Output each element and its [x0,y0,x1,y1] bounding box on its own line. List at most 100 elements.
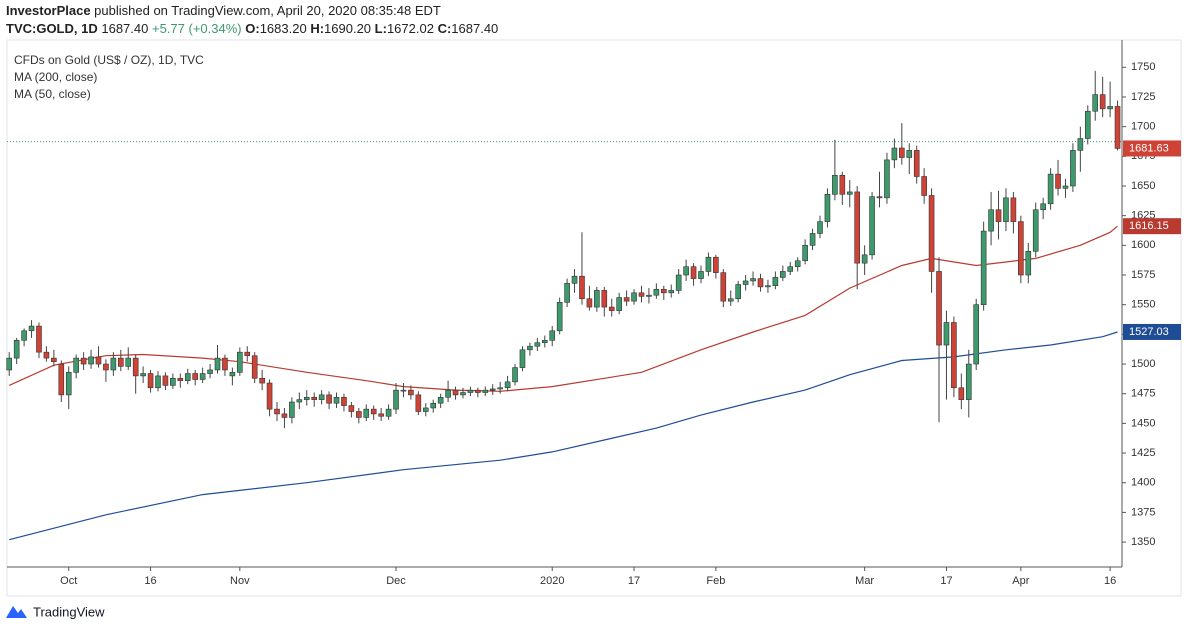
candle-body [348,405,355,412]
candle-body [237,351,243,373]
x-tick-label: 2020 [540,575,564,587]
low-label: L: [375,21,387,36]
candle-body [534,342,541,347]
candle-body [110,357,117,371]
candle-body [51,357,57,362]
candle-body [370,408,377,415]
candle-body [13,339,20,359]
open-label: O: [245,21,259,36]
candle-body [594,290,600,308]
candle-body [608,306,615,311]
candle-body [824,194,831,222]
change: +5.77 (+0.34%) [152,21,242,36]
candle-body [155,375,161,389]
legend-entry: MA (200, close) [14,70,97,84]
candle-body [601,290,608,308]
candle-body [6,357,13,371]
candle-body [690,266,697,279]
candle-body [943,322,950,346]
y-tick-label: 1700 [1131,121,1155,133]
y-tick-label: 1500 [1131,358,1155,370]
candle-body [460,392,466,396]
candle-body [936,271,942,346]
candle-body [839,175,846,195]
tradingview-logo: TradingView [6,604,105,619]
candle-body [303,396,310,400]
candle-body [727,298,734,302]
candle-body [958,387,965,400]
candle-body [571,275,578,284]
candle-body [765,285,771,288]
y-tick-label: 1650 [1131,180,1155,192]
candle-body [1040,203,1046,211]
candle-body [289,401,295,418]
candle-body [1055,173,1061,189]
candle-body [951,322,957,389]
candle-body [259,377,265,384]
candle-body [73,357,79,373]
candle-body [891,147,898,161]
candle-body [430,402,437,409]
y-tick-label: 1725 [1131,91,1155,103]
candle-body [36,325,42,353]
candle-body [780,271,786,278]
candle-body [913,150,920,177]
y-tick-label: 1425 [1131,447,1155,459]
candle-body [274,408,280,415]
candle-body [720,272,727,302]
candle-body [80,357,87,365]
candle-body [750,278,756,282]
high: 1690.20 [324,21,371,36]
candle-body [1003,197,1009,222]
candle-body [445,389,451,398]
candle-body [341,396,347,406]
candle-body [125,357,132,367]
candle-body [519,349,526,368]
candle-body [1032,209,1039,252]
candle-body [988,209,994,232]
candle-body [266,382,273,410]
x-tick-label: Apr [1012,575,1029,587]
candle-body [854,191,860,264]
candle-body [713,256,719,273]
candle-body [326,394,332,404]
candle-body [393,389,399,410]
candle-body [162,375,169,386]
candle-body [817,221,823,234]
candle-body [1070,150,1076,187]
y-tick-label: 1350 [1131,536,1155,548]
candle-body [333,396,340,404]
candle-body [1084,110,1091,139]
plot [6,70,1122,541]
candle-body [363,408,370,418]
candle-body [28,325,35,332]
x-tick-label: 17 [628,575,640,587]
candle-body [214,357,221,371]
x-tick-label: Nov [230,575,250,587]
candle-body [21,330,27,341]
x-tick-label: Mar [855,575,874,587]
y-tick-label: 1550 [1131,299,1155,311]
candle-body [497,387,503,390]
x-tick-label: 16 [144,575,156,587]
candle-body [1047,173,1054,205]
candle-body [1077,138,1084,151]
candle-body [415,394,422,412]
candle-body [623,297,630,302]
candle-body [311,396,318,400]
candle-body [899,147,905,158]
candle-body [876,196,883,199]
candle-body [965,363,972,400]
candle-body [556,302,563,332]
close: 1687.40 [451,21,498,36]
header-line-2: TVC:GOLD, 1D 1687.40 +5.77 (+0.34%) O:16… [6,21,498,36]
y-tick-label: 1750 [1131,61,1155,73]
ma-line [8,225,1118,392]
candle-body [467,389,474,393]
candle-body [207,369,213,374]
candle-body [564,283,570,303]
candle-body [586,298,593,308]
candle-body [192,373,198,380]
candle-body [177,377,184,381]
candle-body [222,357,228,371]
